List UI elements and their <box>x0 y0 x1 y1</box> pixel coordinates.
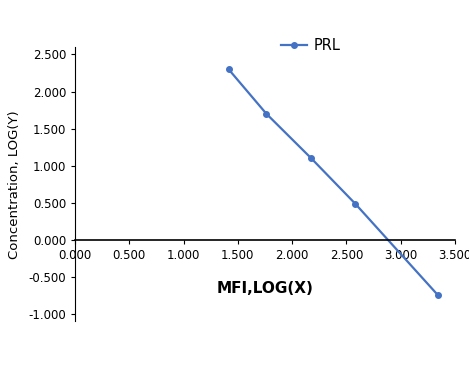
Y-axis label: Concentration, LOG(Y): Concentration, LOG(Y) <box>8 110 21 259</box>
Legend: PRL: PRL <box>275 33 346 59</box>
PRL <box>309 156 314 161</box>
PRL <box>264 111 269 116</box>
Line: PRL: PRL <box>226 67 440 298</box>
X-axis label: MFI,LOG(X): MFI,LOG(X) <box>217 281 313 296</box>
PRL <box>226 67 231 72</box>
PRL <box>435 292 440 297</box>
PRL <box>352 201 358 206</box>
